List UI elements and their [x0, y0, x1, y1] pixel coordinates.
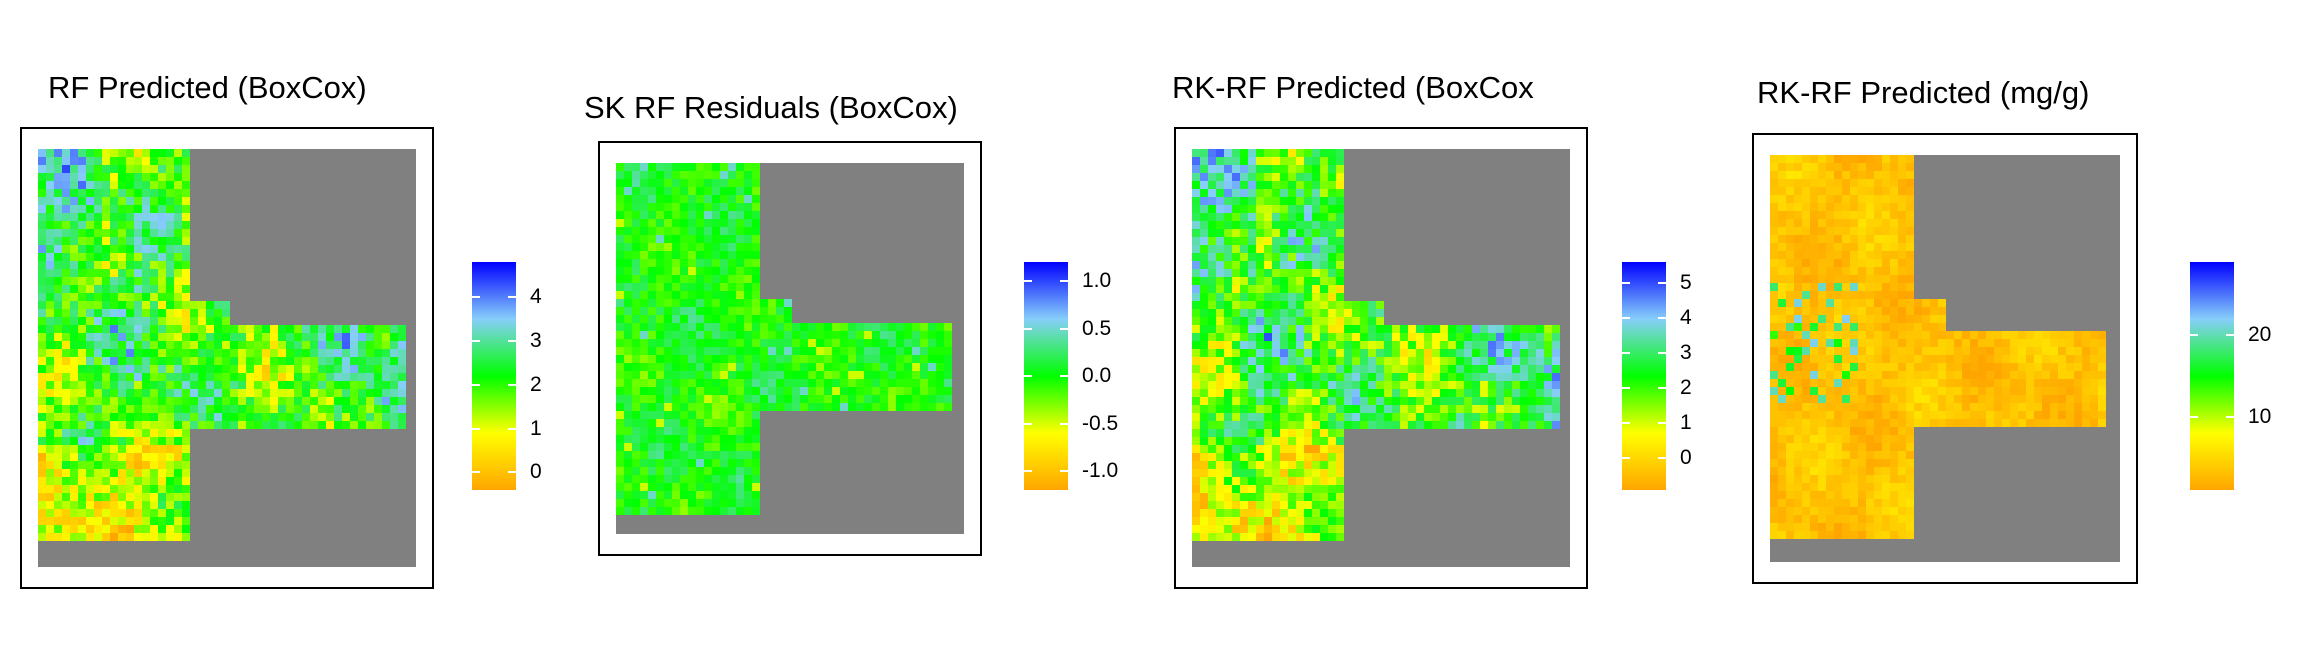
colorbar-tick-mark	[1658, 457, 1666, 460]
colorbar-tick-mark	[1024, 327, 1032, 330]
colorbar-tick-mark	[472, 339, 480, 342]
colorbar-tick-mark	[1024, 422, 1032, 425]
colorbar-tick-label: 20	[2248, 323, 2272, 347]
colorbar-tick-mark	[1658, 317, 1666, 320]
raster-cells	[1192, 149, 1560, 541]
colorbar-tick-label: 1	[1680, 411, 1692, 435]
colorbar-tick-mark	[1060, 375, 1068, 377]
colorbar	[1622, 262, 1666, 490]
colorbar-tick-mark	[508, 471, 516, 474]
colorbar-tick-mark	[1622, 422, 1630, 425]
colorbar-tick-mark	[1658, 282, 1666, 285]
colorbar-tick-label: 2	[530, 372, 542, 396]
panel-title: RK-RF Predicted (mg/g)	[1757, 75, 2090, 110]
colorbar-tick-mark	[1622, 457, 1630, 460]
colorbar-tick-label: 5	[1680, 271, 1692, 295]
map-frame	[598, 141, 982, 556]
colorbar-tick-mark	[1658, 352, 1666, 355]
colorbar-tick-label: 3	[530, 328, 542, 352]
colorbar-tick-mark	[472, 383, 480, 386]
raster-cells	[1770, 155, 2106, 539]
colorbar-tick-mark	[1024, 470, 1032, 472]
colorbar-tick-label: 4	[530, 285, 542, 309]
colorbar-tick-label: 1.0	[1082, 269, 1112, 292]
colorbar-tick-mark	[508, 296, 516, 299]
colorbar-tick-mark	[2226, 334, 2234, 337]
colorbar-tick-label: 0	[530, 460, 542, 484]
colorbar	[472, 262, 516, 490]
colorbar-tick-label: 3	[1680, 341, 1692, 365]
colorbar-tick-mark	[508, 339, 516, 342]
raster-map	[616, 163, 964, 534]
colorbar-tick-label: -1.0	[1082, 459, 1119, 482]
colorbar-tick-label: 1	[530, 416, 542, 440]
map-frame	[1752, 133, 2138, 584]
colorbar-tick-mark	[1622, 387, 1630, 390]
raster-cells	[616, 163, 952, 515]
colorbar-tick-label: 2	[1680, 376, 1692, 400]
colorbar-tick-mark	[508, 383, 516, 386]
colorbar-tick-mark	[2226, 415, 2234, 418]
colorbar-tick-mark	[1658, 422, 1666, 425]
colorbar-tick-label: 10	[2248, 404, 2272, 428]
colorbar-tick-label: 0.5	[1082, 316, 1112, 340]
colorbar-tick-mark	[508, 427, 516, 430]
colorbar-tick-mark	[1060, 470, 1068, 472]
raster-cells	[38, 149, 406, 541]
colorbar-tick-mark	[1622, 317, 1630, 320]
colorbar-tick-mark	[1024, 280, 1032, 282]
colorbar-tick-label: 0	[1680, 446, 1692, 470]
colorbar-tick-mark	[472, 296, 480, 299]
colorbar-tick-mark	[1024, 375, 1032, 377]
panel-title: SK RF Residuals (BoxCox)	[584, 90, 958, 125]
raster-map	[38, 149, 416, 567]
colorbar-tick-mark	[1060, 422, 1068, 425]
colorbar-tick-mark	[1622, 352, 1630, 355]
colorbar-tick-label: 4	[1680, 306, 1692, 330]
raster-map	[1192, 149, 1570, 567]
colorbar-tick-mark	[472, 427, 480, 430]
colorbar-tick-mark	[1060, 280, 1068, 282]
colorbar	[2190, 262, 2234, 490]
colorbar-tick-mark	[2190, 334, 2198, 337]
colorbar-tick-mark	[2190, 415, 2198, 418]
panel-title: RF Predicted (BoxCox)	[48, 70, 367, 105]
raster-map	[1770, 155, 2120, 562]
map-frame	[1174, 127, 1588, 589]
colorbar-tick-mark	[472, 471, 480, 474]
map-frame	[20, 127, 434, 589]
colorbar-tick-label: 0.0	[1082, 364, 1112, 387]
colorbar-tick-mark	[1060, 327, 1068, 330]
colorbar-tick-mark	[1622, 282, 1630, 285]
panel-title: RK-RF Predicted (BoxCox	[1172, 70, 1534, 105]
colorbar-tick-mark	[1658, 387, 1666, 390]
colorbar-tick-label: -0.5	[1082, 411, 1119, 435]
